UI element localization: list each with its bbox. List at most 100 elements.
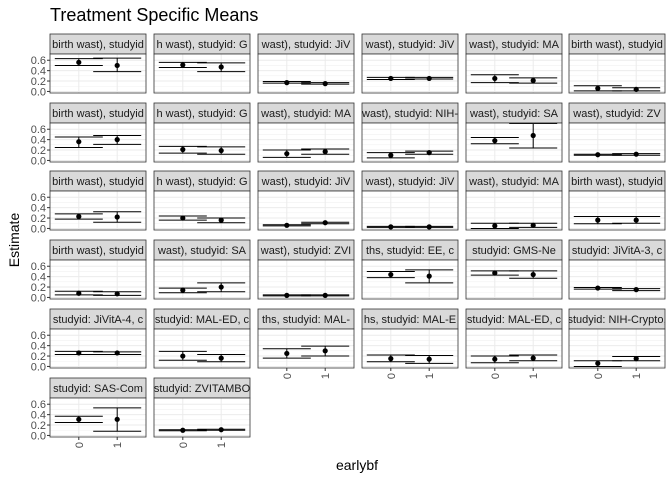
x-axis-title: earlybf: [336, 457, 378, 473]
panel-border: [568, 328, 666, 369]
estimate-point: [388, 152, 394, 158]
estimate-point: [633, 217, 639, 223]
estimate-point: [218, 427, 224, 433]
estimate-point: [218, 284, 224, 290]
estimate-point: [530, 271, 536, 278]
panel-border: [361, 328, 459, 369]
facet-panel: hs, studyid: MAL-E: [361, 308, 459, 369]
panel-border: [257, 122, 355, 163]
facet-panel: birth wast), studyid: [568, 170, 666, 231]
facet-panel: wast), studyid: SA: [465, 102, 563, 163]
estimate-point: [218, 147, 224, 154]
estimate-point: [595, 285, 601, 291]
facet-strip-label: studyid: ZVITAMBO: [154, 383, 251, 395]
estimate-point: [388, 75, 394, 82]
estimate-point: [76, 213, 82, 220]
y-tick-label: 0.6: [31, 192, 46, 204]
y-tick-label: 0.2: [31, 282, 46, 294]
estimate-point: [76, 350, 82, 356]
facet-strip-label: wast), studyid: NIH-: [361, 108, 458, 120]
facet-panel: studyid: MAL-ED, c: [465, 308, 563, 369]
estimate-point: [322, 81, 328, 87]
estimate-point: [76, 416, 82, 422]
estimate-point: [426, 75, 432, 82]
facet-strip-label: wast), studyid: ZV: [572, 108, 661, 120]
facet-strip-label: studyid: GMS-Ne: [472, 245, 556, 257]
x-axes: 0 1 0 1 0 1 0 1 0 1 0 1: [74, 368, 643, 448]
y-tick-label: 0.0: [31, 223, 46, 235]
panel-border: [361, 122, 459, 163]
facet-panel: birth wast), studyid: [49, 170, 147, 231]
facet-strip-label: h wast), studyid: G: [156, 108, 247, 120]
facet-panel: wast), studyid: MA: [465, 33, 563, 94]
y-tick-label: 0.0: [31, 292, 46, 304]
estimate-point: [426, 356, 432, 362]
y-tick-label: 0.2: [31, 76, 46, 88]
x-tick-label: 0: [386, 373, 398, 379]
x-tick-label: 1: [112, 442, 124, 448]
x-tick-label: 0: [74, 442, 86, 448]
facet-strip-label: ths, studyid: EE, c: [366, 245, 455, 257]
estimate-point: [492, 270, 498, 276]
facet-panel: birth wast), studyid: [49, 33, 147, 94]
estimate-point: [284, 151, 290, 157]
facet-panel: wast), studyid: SA: [153, 239, 251, 300]
estimate-point: [595, 217, 601, 223]
facet-strip-label: wast), studyid: JiV: [261, 39, 351, 51]
facet-strip-label: wast), studyid: SA: [157, 245, 247, 257]
panel-border: [49, 53, 147, 94]
facet-strip-label: studyid: MAL-ED, c: [467, 314, 562, 326]
facet-strip-label: wast), studyid: JiV: [365, 39, 455, 51]
estimate-point: [76, 139, 82, 145]
facet-panel: studyid: NIH-Crypto,: [568, 308, 666, 369]
facet-strip-label: wast), studyid: MA: [468, 176, 560, 188]
facet-panel: h wast), studyid: G: [153, 170, 251, 231]
panel-border: [257, 190, 355, 231]
facet-panel: studyid: MAL-ED, c: [153, 308, 251, 369]
facet-panel: h wast), studyid: G: [153, 102, 251, 163]
y-tick-label: 0.4: [31, 410, 46, 422]
panel-border: [568, 259, 666, 300]
estimate-point: [492, 138, 498, 144]
panel-border: [153, 328, 251, 369]
y-axes: 0.00.20.40.60.00.20.40.60.00.20.40.60.00…: [31, 55, 50, 442]
facet-panel: wast), studyid: JiV: [361, 33, 459, 94]
facet-strip-label: birth wast), studyid: [52, 108, 144, 120]
panel-border: [568, 190, 666, 231]
estimate-point: [492, 75, 498, 82]
estimate-point: [284, 350, 290, 357]
estimate-point: [388, 356, 394, 362]
y-axis-title: Estimate: [6, 213, 22, 268]
y-tick-label: 0.4: [31, 341, 46, 353]
estimate-point: [218, 355, 224, 361]
y-tick-label: 0.2: [31, 213, 46, 225]
facet-strip-label: wast), studyid: MA: [260, 108, 352, 120]
facet-strip-label: birth wast), studyid: [571, 39, 663, 51]
estimate-point: [114, 416, 120, 422]
y-tick-label: 0.6: [31, 330, 46, 342]
estimate-point: [114, 137, 120, 143]
facet-strip-label: h wast), studyid: G: [156, 39, 247, 51]
estimate-point: [284, 222, 290, 228]
estimate-point: [426, 273, 432, 279]
panel-border: [465, 259, 563, 300]
panel-border: [465, 328, 563, 369]
estimate-point: [322, 149, 328, 155]
x-tick-label: 0: [593, 373, 605, 379]
facet-panel: wast), studyid: JiV: [257, 33, 355, 94]
facet-panel: wast), studyid: JiV: [361, 170, 459, 231]
y-tick-label: 0.6: [31, 399, 46, 411]
facet-strip-label: studyid: MAL-ED, c: [155, 314, 250, 326]
y-tick-label: 0.2: [31, 145, 46, 157]
estimate-point: [180, 427, 186, 433]
estimate-point: [633, 151, 639, 157]
facet-panel: studyid: GMS-Ne: [465, 239, 563, 300]
facet-strip-label: wast), studyid: JiV: [365, 176, 455, 188]
facet-strip-label: h wast), studyid: G: [156, 176, 247, 188]
estimate-point: [492, 223, 498, 229]
facet-panel: studyid: ZVITAMBO: [153, 377, 251, 438]
facet-strip-label: ths, studyid: MAL-: [262, 314, 350, 326]
y-tick-label: 0.2: [31, 351, 46, 363]
estimate-point: [530, 222, 536, 228]
